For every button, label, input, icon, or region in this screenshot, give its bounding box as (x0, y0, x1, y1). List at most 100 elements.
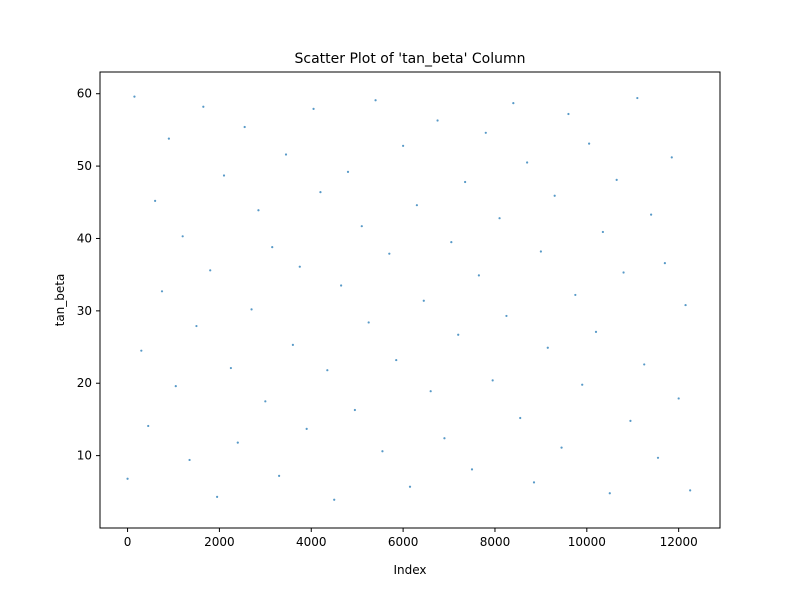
scatter-point (395, 358, 398, 362)
x-tick-label: 10000 (568, 535, 606, 549)
scatter-point (532, 481, 536, 484)
scatter-point (229, 366, 232, 370)
scatter-point (216, 495, 219, 498)
x-tick-label: 12000 (660, 535, 698, 549)
scatter-point (236, 441, 239, 444)
scatter-point (209, 269, 212, 272)
scatter-point (195, 324, 198, 328)
scatter-point (663, 261, 666, 265)
scatter-point (560, 446, 563, 449)
scatter-point (422, 299, 425, 302)
scatter-point (457, 333, 460, 336)
scatter-point (174, 385, 177, 388)
scatter-point (126, 477, 129, 480)
y-axis-label: tan_beta (53, 274, 67, 327)
scatter-points (126, 95, 692, 501)
x-tick-label: 0 (124, 535, 132, 549)
scatter-point (546, 346, 549, 349)
scatter-point (147, 424, 150, 428)
scatter-point (140, 349, 143, 352)
scatter-point (443, 437, 446, 440)
y-tick-label: 20 (77, 376, 92, 390)
scatter-point (326, 369, 329, 372)
scatter-point (257, 209, 260, 212)
scatter-point (574, 293, 577, 297)
scatter-point (133, 95, 136, 98)
scatter-point (539, 250, 542, 253)
scatter-point (594, 330, 598, 333)
scatter-point (505, 314, 508, 318)
scatter-point (381, 450, 384, 453)
scatter-point (588, 142, 591, 145)
scatter-point (636, 96, 639, 100)
y-axis: 10 20 30 40 50 60 (77, 87, 100, 463)
scatter-point (360, 225, 363, 228)
scatter-point (477, 274, 480, 277)
scatter-point (284, 153, 288, 156)
scatter-point (408, 485, 412, 488)
y-tick-label: 50 (77, 159, 92, 173)
scatter-point (374, 99, 377, 102)
scatter-point (264, 400, 267, 403)
scatter-point (567, 112, 570, 116)
scatter-point (553, 194, 556, 197)
scatter-point (353, 408, 356, 412)
scatter-point (526, 161, 529, 164)
scatter-point (498, 217, 501, 220)
scatter-point (677, 397, 680, 400)
x-tick-label: 8000 (480, 535, 511, 549)
scatter-point (622, 271, 625, 274)
scatter-point (464, 180, 467, 184)
scatter-point (415, 204, 418, 207)
x-axis-label: Index (393, 563, 426, 577)
x-axis: 0 2000 4000 6000 8000 10000 12000 (124, 528, 698, 549)
scatter-point (346, 170, 350, 173)
scatter-point (484, 131, 487, 134)
scatter-point (243, 125, 246, 129)
scatter-point (643, 363, 646, 366)
x-tick-label: 4000 (296, 535, 327, 549)
scatter-point (340, 284, 343, 287)
chart-title: Scatter Plot of 'tan_beta' Column (294, 51, 525, 67)
scatter-point (608, 492, 611, 495)
y-tick-label: 40 (77, 231, 92, 245)
scatter-point (278, 474, 281, 477)
scatter-point (615, 178, 618, 181)
x-tick-label: 6000 (388, 535, 419, 549)
scatter-point (581, 383, 584, 386)
scatter-point (154, 199, 157, 202)
scatter-point (298, 265, 301, 268)
scatter-point (629, 419, 632, 422)
scatter-point (650, 213, 653, 216)
scatter-point (222, 174, 226, 177)
plot-area-frame (99, 71, 721, 529)
scatter-point (333, 498, 336, 501)
scatter-point (188, 458, 191, 462)
scatter-point (491, 379, 494, 382)
scatter-point (670, 156, 673, 159)
scatter-point (601, 230, 604, 234)
scatter-point (202, 105, 205, 108)
scatter-point (167, 137, 170, 140)
scatter-point (470, 468, 474, 471)
scatter-point (519, 416, 522, 420)
scatter-point (305, 427, 308, 430)
scatter-point (512, 102, 515, 105)
x-tick-label: 2000 (204, 535, 235, 549)
scatter-point (319, 191, 322, 194)
scatter-point (689, 489, 692, 492)
scatter-point (250, 308, 253, 311)
scatter-point (181, 235, 184, 238)
y-tick-label: 10 (77, 449, 92, 463)
scatter-point (429, 390, 432, 393)
scatter-point (367, 321, 370, 324)
scatter-point (271, 246, 274, 249)
scatter-point (291, 343, 294, 346)
y-tick-label: 60 (77, 87, 92, 101)
scatter-point (388, 252, 391, 255)
y-tick-label: 30 (77, 304, 92, 318)
scatter-point (160, 290, 164, 293)
